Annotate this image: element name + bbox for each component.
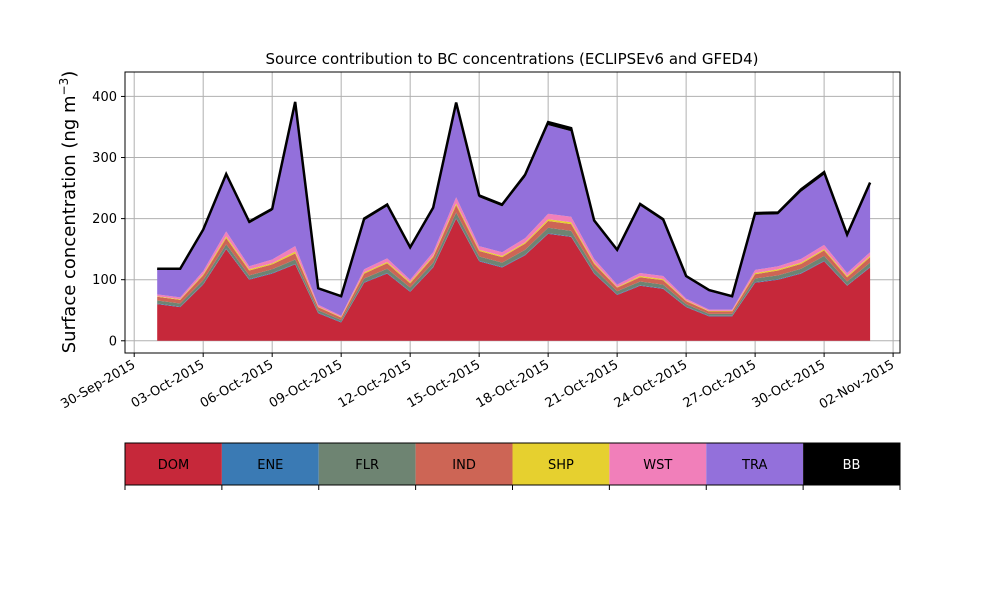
legend-swatch-bb bbox=[803, 443, 900, 485]
total-outline bbox=[157, 101, 872, 298]
x-tick-label: 18-Oct-2015 bbox=[474, 357, 552, 411]
y-axis-label-superscript: −3 bbox=[57, 78, 71, 96]
legend-colorbar: DOM ENE FLR IND SHP WST TRA BB bbox=[124, 442, 901, 490]
x-tick-label: 27-Oct-2015 bbox=[681, 357, 759, 411]
x-tick-label: 02-Nov-2015 bbox=[817, 357, 897, 412]
y-axis: 0 100 200 300 400 bbox=[92, 90, 125, 349]
x-tick-label: 15-Oct-2015 bbox=[405, 357, 483, 411]
x-tick-label: 21-Oct-2015 bbox=[543, 357, 621, 411]
chart-title: Source contribution to BC concentrations… bbox=[265, 50, 758, 68]
x-tick-label: 09-Oct-2015 bbox=[267, 357, 345, 411]
x-tick-label: 06-Oct-2015 bbox=[198, 357, 276, 411]
legend-label-ind: IND bbox=[452, 458, 476, 473]
legend-label-flr: FLR bbox=[355, 458, 379, 473]
y-tick-label: 400 bbox=[92, 90, 117, 105]
legend-swatch-ind bbox=[415, 443, 513, 485]
legend-swatch-wst bbox=[609, 443, 707, 485]
y-axis-label: Surface concentration (ng m−3) bbox=[57, 71, 80, 354]
legend-swatch-dom bbox=[125, 443, 222, 485]
area-tra bbox=[157, 105, 871, 316]
x-tick-label: 12-Oct-2015 bbox=[336, 357, 414, 411]
x-tick-label: 30-Oct-2015 bbox=[750, 357, 828, 411]
plot-frame bbox=[124, 71, 901, 354]
y-tick-label: 200 bbox=[92, 212, 117, 227]
x-tick-label: 03-Oct-2015 bbox=[129, 357, 207, 411]
x-tick-label: 30-Sep-2015 bbox=[58, 357, 138, 412]
legend-label-tra: TRA bbox=[741, 458, 767, 473]
area-dom bbox=[157, 218, 871, 341]
legend-swatch-ene bbox=[221, 443, 319, 485]
outline-layer bbox=[157, 101, 872, 298]
legend-swatch-flr bbox=[318, 443, 416, 485]
legend-label-bb: BB bbox=[843, 458, 861, 473]
y-axis-label-close: ) bbox=[59, 71, 80, 78]
legend-label-ene: ENE bbox=[257, 458, 283, 473]
legend-label-dom: DOM bbox=[158, 458, 189, 473]
legend-label-wst: WST bbox=[643, 458, 672, 473]
y-tick-label: 100 bbox=[92, 273, 117, 288]
x-axis: 30-Sep-201503-Oct-201506-Oct-201509-Oct-… bbox=[58, 353, 897, 412]
area-layer bbox=[157, 101, 871, 341]
y-axis-label-main: Surface concentration (ng m bbox=[59, 95, 80, 353]
y-tick-label: 300 bbox=[92, 151, 117, 166]
legend-swatch-shp bbox=[512, 443, 610, 485]
legend-swatch-tra bbox=[706, 443, 804, 485]
x-tick-label: 24-Oct-2015 bbox=[612, 357, 690, 411]
y-tick-label: 0 bbox=[109, 334, 117, 349]
legend-label-shp: SHP bbox=[548, 458, 574, 473]
